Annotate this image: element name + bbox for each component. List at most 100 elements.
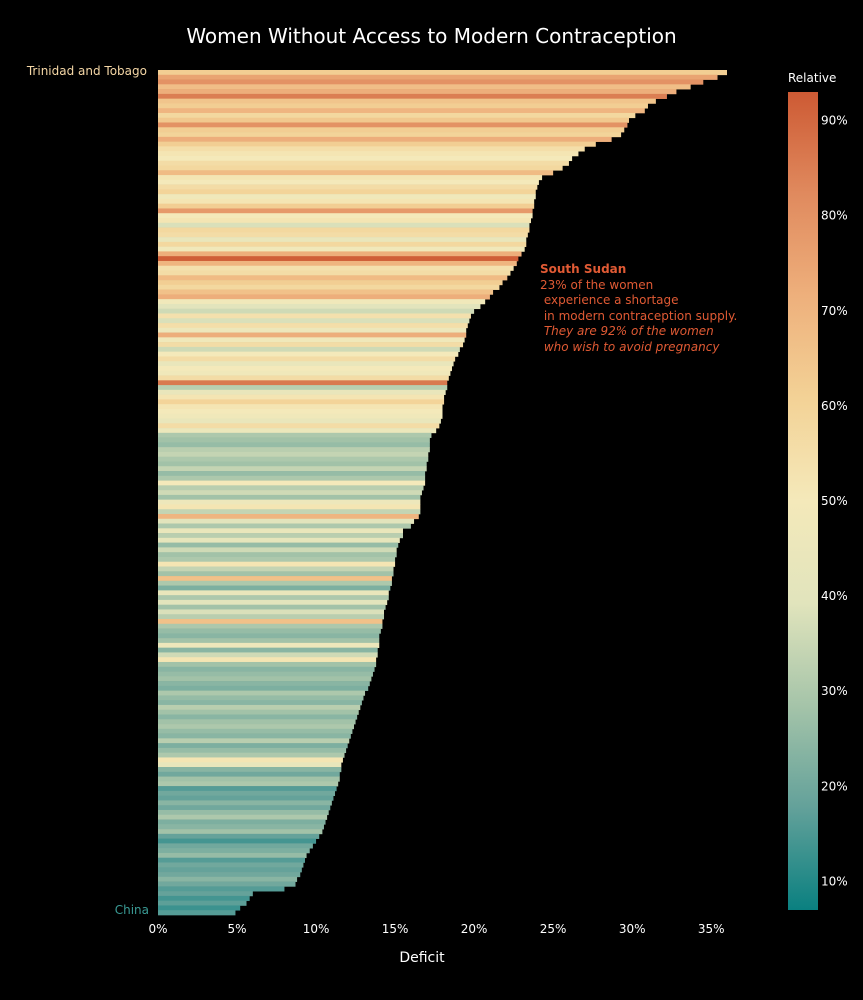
colorbar-tick-label: 50% <box>821 494 848 508</box>
bar <box>158 222 530 228</box>
bar <box>158 475 426 481</box>
bar <box>158 203 535 209</box>
bar <box>158 786 337 792</box>
bar <box>158 189 536 195</box>
bar <box>158 327 467 333</box>
bar <box>158 323 468 329</box>
bar <box>158 537 400 543</box>
bar <box>158 609 385 615</box>
bar <box>158 122 628 128</box>
bar <box>158 356 456 362</box>
bar <box>158 155 573 162</box>
colorbar: Relative 10% 20% 30% 40% 50% 60% 70% 80% 90% <box>788 71 848 910</box>
bar <box>158 824 324 830</box>
bar <box>158 89 677 95</box>
bar <box>158 337 465 343</box>
bar <box>158 404 443 410</box>
bar <box>158 523 411 529</box>
bar <box>158 480 426 486</box>
bar <box>158 294 490 300</box>
bar <box>158 895 250 902</box>
bar <box>158 642 380 648</box>
bar <box>158 809 329 816</box>
bar <box>158 136 612 142</box>
annotation-line-5: who wish to avoid pregnancy <box>540 340 720 354</box>
bar <box>158 165 563 171</box>
annotation: South Sudan 23% of the women experience … <box>540 262 737 354</box>
bar <box>158 217 532 224</box>
bar <box>158 265 514 271</box>
annotation-line-1: 23% of the women <box>540 278 653 292</box>
colorbar-tick-label: 80% <box>821 209 848 223</box>
colorbar-tick-label: 30% <box>821 684 848 698</box>
bar <box>158 595 389 601</box>
bar <box>158 370 451 376</box>
bar <box>158 819 326 825</box>
bar <box>158 547 397 553</box>
bar <box>158 704 361 711</box>
annotation-line-4: They are 92% of the women <box>540 324 714 338</box>
bar <box>158 728 353 734</box>
bar <box>158 346 460 353</box>
bar <box>158 872 301 878</box>
bar <box>158 246 525 252</box>
bar <box>158 614 385 620</box>
annotation-line-2: experience a shortage <box>540 293 679 307</box>
x-tick-label: 20% <box>461 922 488 936</box>
bar <box>158 700 362 706</box>
bar <box>158 805 331 811</box>
colorbar-tick-label: 90% <box>821 114 848 128</box>
bar <box>158 451 429 458</box>
colorbar-ticks: 10% 20% 30% 40% 50% 60% 70% 80% 90% <box>821 114 848 889</box>
bar <box>158 361 454 367</box>
bar <box>158 237 527 243</box>
bar <box>158 256 519 262</box>
bar <box>158 194 536 200</box>
bar <box>158 585 391 591</box>
bar <box>158 623 383 629</box>
x-tick-label: 30% <box>619 922 646 936</box>
bar <box>158 814 328 820</box>
colorbar-tick-label: 20% <box>821 779 848 793</box>
bar <box>158 829 323 835</box>
bar <box>158 599 388 606</box>
bar <box>158 208 533 214</box>
bar <box>158 685 369 691</box>
colorbar-tick-label: 10% <box>821 875 848 889</box>
bar <box>158 289 494 295</box>
bar <box>158 504 421 510</box>
bar <box>158 494 421 501</box>
bar <box>158 418 441 424</box>
colorbar-gradient <box>788 92 818 910</box>
bar <box>158 666 375 672</box>
bar <box>158 762 342 768</box>
annotation-line-3: in modern contraception supply. <box>540 309 737 323</box>
bar <box>158 232 528 238</box>
bar <box>158 385 448 391</box>
bar <box>158 260 517 267</box>
bar <box>158 661 377 668</box>
bar <box>158 437 430 443</box>
bar <box>158 227 530 233</box>
bar <box>158 303 481 310</box>
bar <box>158 318 470 324</box>
bar <box>158 251 522 257</box>
annotation-country: South Sudan <box>540 262 626 276</box>
bar <box>158 241 527 247</box>
colorbar-tick-label: 60% <box>821 399 848 413</box>
bar <box>158 280 503 286</box>
bar <box>158 862 304 868</box>
bar <box>158 767 342 773</box>
bar <box>158 117 630 123</box>
bar <box>158 103 648 109</box>
bar <box>158 571 394 577</box>
bar <box>158 533 403 539</box>
bar <box>158 743 348 749</box>
bar <box>158 408 443 415</box>
x-tick-label: 15% <box>382 922 409 936</box>
bar <box>158 886 285 892</box>
bar <box>158 284 500 290</box>
bar <box>158 179 539 185</box>
bar <box>158 428 437 434</box>
bar <box>158 719 356 725</box>
